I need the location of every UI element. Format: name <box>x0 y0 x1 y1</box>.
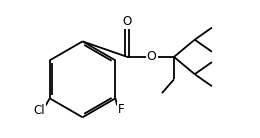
Text: O: O <box>123 15 132 28</box>
Text: Cl: Cl <box>34 104 45 117</box>
Text: F: F <box>118 103 125 116</box>
Text: O: O <box>147 50 157 63</box>
